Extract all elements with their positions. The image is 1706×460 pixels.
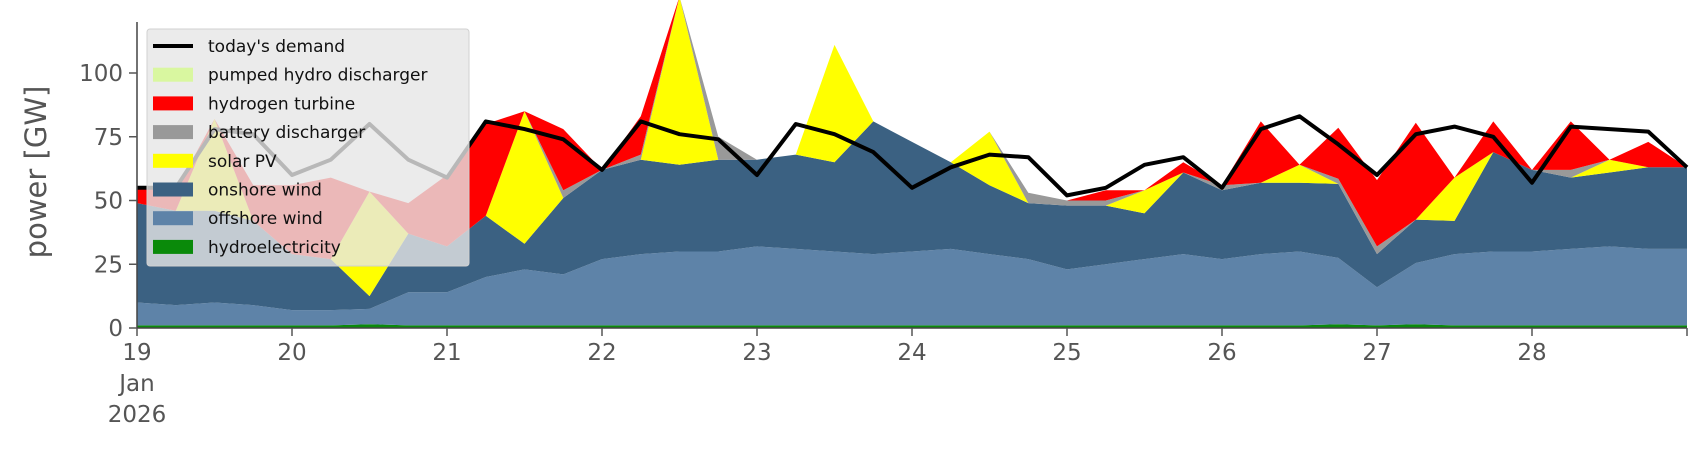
legend-label-onshore-wind: onshore wind xyxy=(208,181,322,201)
x-tick-label: 27 xyxy=(1362,340,1391,366)
y-tick-label: 0 xyxy=(108,316,123,342)
area-solar-pv xyxy=(137,0,1687,297)
y-tick-label: 100 xyxy=(79,61,123,87)
x-tick-label: 23 xyxy=(742,340,771,366)
x-tick-label: 19 Jan 2026 xyxy=(108,340,167,428)
area-offshore-wind xyxy=(137,246,1687,326)
legend-swatch-offshore-wind xyxy=(153,211,193,226)
area-hydroelectricity xyxy=(137,324,1687,328)
y-tick-label: 75 xyxy=(94,125,123,151)
legend-label-battery-discharger: battery discharger xyxy=(208,123,365,143)
legend-swatch-pumped-hydro-discharger xyxy=(153,67,193,82)
legend-swatch-battery-discharger xyxy=(153,125,193,140)
legend-label-hydroelectricity: hydroelectricity xyxy=(208,238,341,258)
legend-label-pumped-hydro-discharger: pumped hydro discharger xyxy=(208,66,427,86)
legend-label-offshore-wind: offshore wind xyxy=(208,209,323,229)
legend-label-solar-pv: solar PV xyxy=(208,152,277,172)
legend-swatch-solar-pv xyxy=(153,153,193,168)
x-tick-label: 21 xyxy=(432,340,461,366)
y-axis: 0 25 50 75 100 xyxy=(79,22,138,342)
y-axis-label: power [GW] xyxy=(19,86,53,259)
x-tick-label: 24 xyxy=(897,340,926,366)
x-tick-label: 26 xyxy=(1207,340,1236,366)
legend: today's demand pumped hydro discharger hyd… xyxy=(146,28,470,267)
y-tick-label: 50 xyxy=(94,189,123,215)
x-tick-label: 25 xyxy=(1052,340,1081,366)
legend-label-hydrogen-turbine: hydrogen turbine xyxy=(208,94,355,114)
y-tick-label: 25 xyxy=(94,252,123,278)
x-tick-label: 20 xyxy=(277,340,306,366)
area-onshore-wind xyxy=(137,121,1687,311)
legend-swatch-hydrogen-turbine xyxy=(153,96,193,111)
x-axis: 19 Jan 2026 20 21 22 23 24 25 26 27 28 xyxy=(108,327,1688,428)
x-tick-label: 28 xyxy=(1517,340,1546,366)
legend-label-today-s-demand: today's demand xyxy=(208,37,345,57)
legend-swatch-onshore-wind xyxy=(153,182,193,197)
legend-swatch-hydroelectricity xyxy=(153,239,193,254)
x-tick-label: 22 xyxy=(587,340,616,366)
legend-box xyxy=(146,28,470,267)
